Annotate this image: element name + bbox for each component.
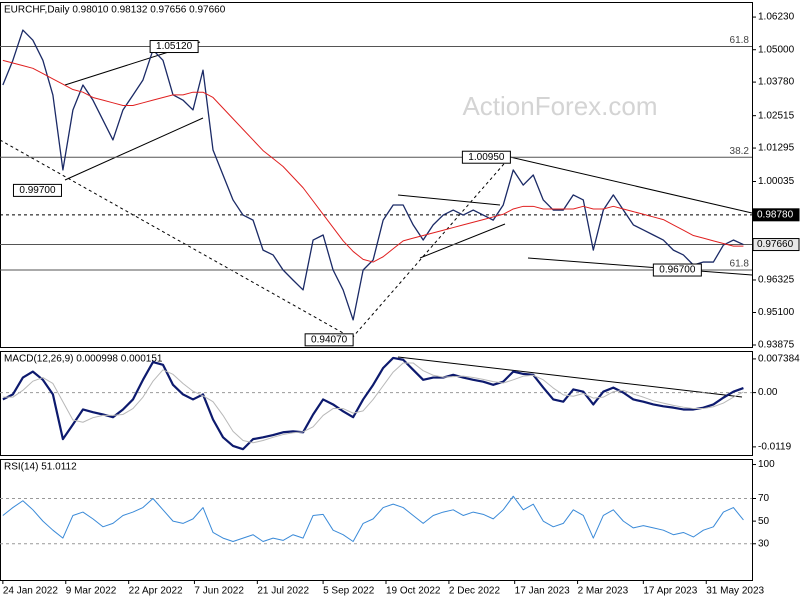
y-tick-label: 0.00 xyxy=(758,387,778,398)
y-tick-label: 1.03780 xyxy=(758,77,795,88)
annotation-label: 0.96700 xyxy=(659,265,696,276)
dashed-trend xyxy=(0,139,353,339)
rsi-panel-frame xyxy=(0,459,753,581)
y-tick-label: 1.05000 xyxy=(758,44,795,55)
y-tick-label: 1.01295 xyxy=(758,143,795,154)
dashed-trend xyxy=(351,156,511,339)
x-tick-label: 17 Apr 2023 xyxy=(643,586,697,597)
annotation-label: 1.00950 xyxy=(468,152,505,163)
y-tick-label: 0.95100 xyxy=(758,307,795,318)
y-tick-label: 0.93875 xyxy=(758,340,795,351)
support-line xyxy=(527,257,753,276)
annotation-label: 0.94070 xyxy=(311,334,348,345)
macd-panel-frame xyxy=(0,351,753,456)
x-tick-label: 9 Mar 2022 xyxy=(66,586,117,597)
x-tick-label: 22 Apr 2022 xyxy=(129,586,183,597)
price-box xyxy=(752,208,800,222)
triangle-lower xyxy=(419,223,506,259)
y-tick-label: 0.007384 xyxy=(758,354,800,365)
x-tick-label: 2 Mar 2023 xyxy=(578,586,629,597)
y-tick-label: 1.06230 xyxy=(758,12,795,23)
x-tick-label: 2 Dec 2022 xyxy=(449,586,501,597)
triangle-upper xyxy=(397,194,501,206)
annotation-label: 1.05120 xyxy=(156,41,193,52)
x-tick-label: 21 Jul 2022 xyxy=(257,586,309,597)
y-tick-label: 70 xyxy=(758,493,770,504)
price-box xyxy=(752,238,800,252)
price-box-label: 0.98780 xyxy=(757,209,794,220)
watermark: ActionForex.com xyxy=(462,91,657,121)
rsi-title: RSI(14) 51.0112 xyxy=(4,462,77,473)
main-title: EURCHF,Daily 0.98010 0.98132 0.97656 0.9… xyxy=(4,5,226,16)
annotation-box xyxy=(652,263,702,277)
watermark-layer: ActionForex.com xyxy=(462,91,657,121)
macd-title: MACD(12,26,9) 0.000998 0.000151 xyxy=(4,354,163,365)
y-tick-label: 0.96325 xyxy=(758,275,795,286)
x-tick-label: 17 Jan 2023 xyxy=(515,586,570,597)
trendlines xyxy=(0,41,753,398)
series-line xyxy=(2,59,744,263)
x-tick-label: 31 May 2023 xyxy=(706,586,764,597)
annotation-box xyxy=(461,150,511,164)
x-tick-label: 7 Jun 2022 xyxy=(194,586,244,597)
x-tick-label: 24 Jan 2022 xyxy=(3,586,58,597)
annotation-label: 0.99700 xyxy=(19,185,56,196)
price-box-label: 0.97660 xyxy=(757,239,794,250)
downtrend xyxy=(509,156,753,214)
series-line xyxy=(2,495,744,543)
y-tick-label: 50 xyxy=(758,516,770,527)
series-line xyxy=(2,362,744,444)
annotation-box xyxy=(304,333,354,347)
y-tick-label: 30 xyxy=(758,538,770,549)
y-tick-label: -0.0119 xyxy=(758,442,792,453)
channel-lower xyxy=(64,117,204,181)
y-tick-label: 1.02515 xyxy=(758,110,795,121)
annotation-box xyxy=(12,183,62,197)
level-label: 61.8 xyxy=(730,259,750,270)
macd-trendline xyxy=(397,356,743,398)
y-tick-label: 100 xyxy=(758,459,775,470)
level-label: 61.8 xyxy=(730,35,750,46)
level-label: 38.2 xyxy=(730,146,750,157)
y-tick-label: 1.00035 xyxy=(758,176,795,187)
x-tick-label: 5 Sep 2022 xyxy=(323,586,375,597)
annotation-box xyxy=(149,40,199,54)
x-tick-label: 19 Oct 2022 xyxy=(386,586,441,597)
main-panel-frame xyxy=(0,2,753,348)
